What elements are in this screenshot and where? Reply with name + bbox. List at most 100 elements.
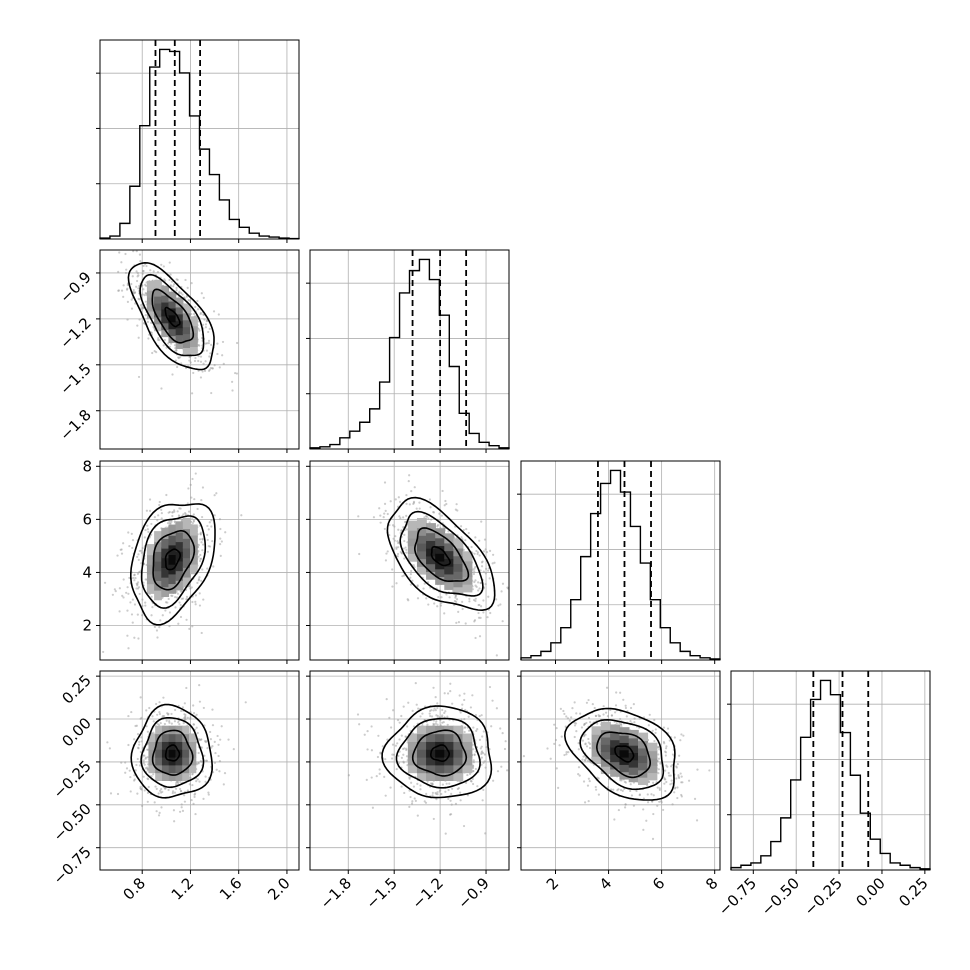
scatter-point bbox=[399, 517, 402, 520]
contour-line bbox=[614, 745, 635, 763]
scatter-point bbox=[442, 721, 445, 724]
scatter-point bbox=[182, 722, 185, 725]
scatter-point bbox=[204, 780, 207, 783]
scatter-point bbox=[562, 709, 565, 713]
scatter-point bbox=[491, 562, 494, 565]
density-content bbox=[310, 671, 509, 870]
scatter-point bbox=[680, 775, 683, 778]
density-content bbox=[521, 671, 720, 870]
scatter-point bbox=[559, 707, 562, 710]
scatter-point bbox=[473, 753, 476, 757]
scatter-point bbox=[171, 511, 174, 514]
density-cell bbox=[600, 765, 611, 775]
density-cell bbox=[175, 332, 184, 343]
scatter-point bbox=[458, 694, 461, 697]
scatter-point bbox=[179, 780, 182, 783]
scatter-point bbox=[501, 582, 505, 585]
scatter-point bbox=[676, 796, 679, 800]
scatter-point bbox=[478, 714, 481, 718]
density-cell bbox=[435, 574, 446, 585]
scatter-point bbox=[582, 780, 586, 783]
scatter-point bbox=[133, 636, 136, 639]
scatter-point bbox=[455, 621, 458, 624]
scatter-point bbox=[658, 787, 661, 790]
scatter-point bbox=[366, 748, 369, 751]
density-cell bbox=[453, 772, 464, 781]
scatter-point bbox=[212, 310, 216, 313]
scatter-point bbox=[425, 597, 428, 600]
panel-frame bbox=[309, 460, 510, 661]
scatter-point bbox=[679, 739, 682, 742]
density-cell bbox=[154, 540, 162, 552]
panel-frame bbox=[730, 670, 931, 871]
scatter-point bbox=[612, 788, 615, 791]
scatter-point bbox=[118, 251, 121, 254]
scatter-point bbox=[140, 716, 143, 719]
scatter-point bbox=[163, 338, 166, 342]
scatter-point bbox=[646, 801, 650, 804]
scatter-point bbox=[393, 539, 396, 542]
scatter-point bbox=[181, 706, 185, 709]
density-cell bbox=[154, 293, 162, 304]
scatter-point bbox=[150, 522, 153, 526]
scatter-point bbox=[171, 594, 174, 597]
scatter-point bbox=[448, 782, 451, 785]
scatter-point bbox=[400, 785, 403, 788]
scatter-point bbox=[425, 515, 429, 518]
density-cell bbox=[155, 725, 163, 735]
scatter-point bbox=[463, 692, 466, 695]
contour-line bbox=[413, 527, 470, 582]
scatter-point bbox=[469, 779, 473, 783]
scatter-point bbox=[132, 250, 135, 253]
scatter-point bbox=[666, 765, 669, 768]
density-cell bbox=[610, 753, 621, 763]
scatter-point bbox=[129, 775, 132, 779]
scatter-point bbox=[153, 516, 156, 519]
scatter-point bbox=[188, 299, 191, 302]
scatter-point bbox=[557, 786, 560, 790]
scatter-point bbox=[160, 263, 163, 266]
scatter-point bbox=[588, 746, 592, 750]
scatter-point bbox=[451, 787, 454, 790]
scatter-point bbox=[431, 791, 434, 794]
scatter-point bbox=[460, 718, 463, 721]
scatter-point bbox=[605, 686, 609, 689]
scatter-point bbox=[461, 600, 464, 603]
scatter-point bbox=[189, 483, 192, 486]
scatter-point bbox=[400, 529, 403, 532]
scatter-point bbox=[181, 293, 184, 296]
scatter-point bbox=[440, 715, 443, 718]
scatter-point bbox=[503, 747, 507, 751]
scatter-point bbox=[203, 318, 206, 321]
scatter-point bbox=[549, 757, 552, 760]
scatter-point bbox=[504, 740, 507, 743]
scatter-point bbox=[555, 767, 558, 770]
density-cell bbox=[189, 316, 198, 327]
scatter-point bbox=[474, 536, 477, 539]
scatter-point bbox=[493, 561, 496, 564]
scatter-point bbox=[180, 291, 183, 295]
scatter-point bbox=[218, 366, 221, 369]
scatter-point bbox=[379, 521, 382, 524]
scatter-point bbox=[134, 302, 137, 305]
scatter-point bbox=[126, 287, 129, 290]
scatter-point bbox=[199, 559, 202, 563]
scatter-point bbox=[397, 528, 400, 531]
scatter-point bbox=[177, 356, 180, 359]
scatter-point bbox=[140, 562, 143, 565]
scatter-point bbox=[481, 735, 484, 738]
density-cell bbox=[647, 742, 658, 752]
density-cell bbox=[168, 312, 177, 323]
scatter-point bbox=[196, 731, 199, 735]
scatter-point bbox=[392, 537, 395, 540]
scatter-point bbox=[193, 795, 196, 799]
density-cell bbox=[182, 338, 191, 348]
scatter-point bbox=[490, 725, 493, 728]
scatter-point bbox=[606, 714, 609, 718]
scatter-point bbox=[485, 567, 488, 570]
scatter-point bbox=[185, 686, 188, 690]
contour-line bbox=[130, 703, 214, 799]
scatter-point bbox=[163, 278, 166, 281]
scatter-point bbox=[522, 755, 526, 758]
scatter-point bbox=[178, 601, 181, 604]
